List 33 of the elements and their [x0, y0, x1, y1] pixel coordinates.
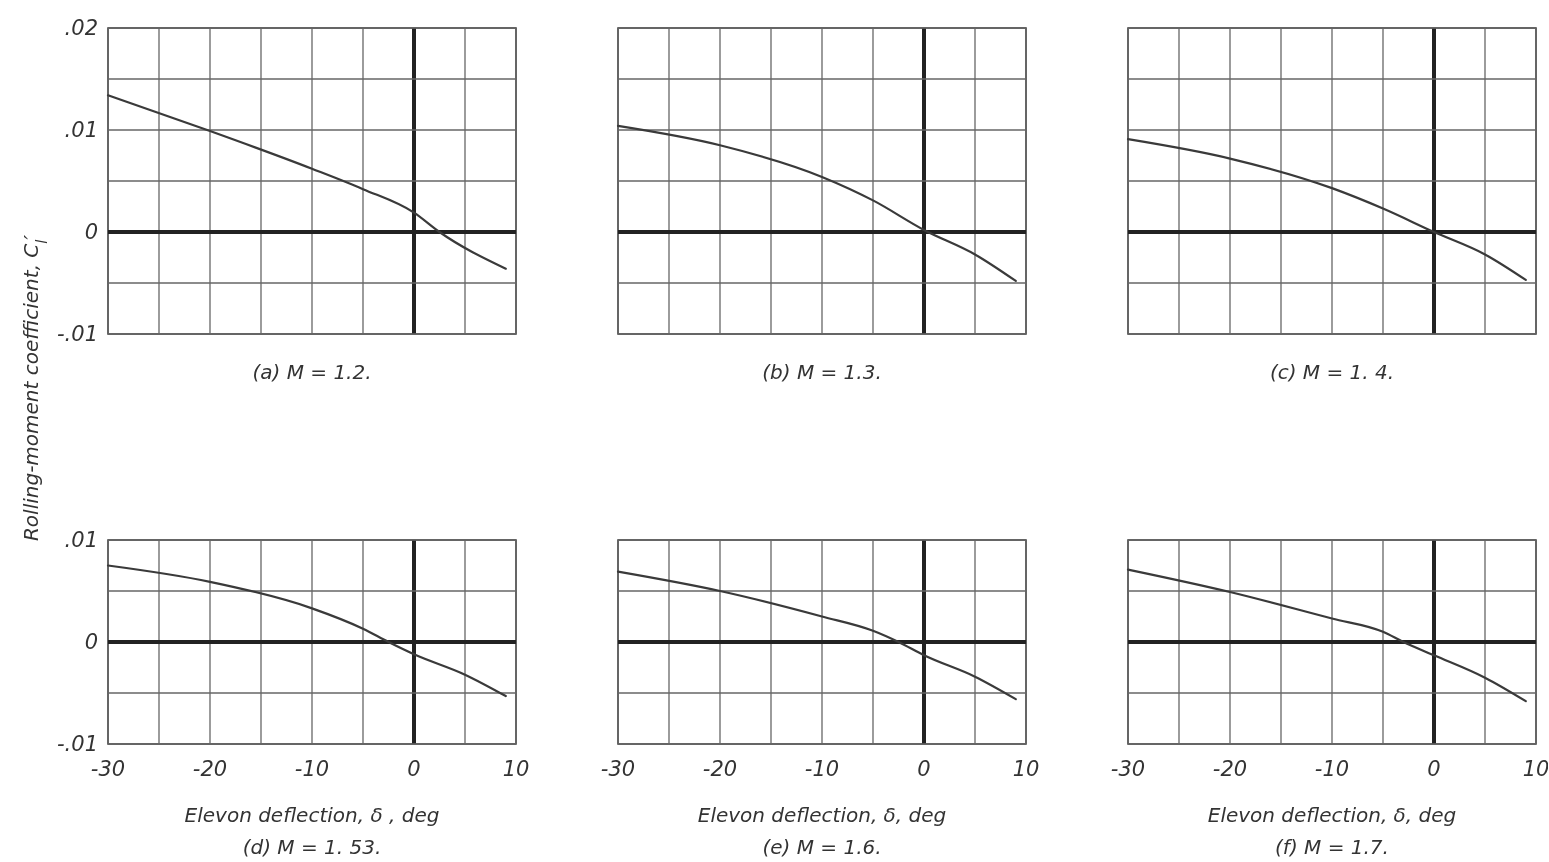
text: (f) M = 1.7. — [1275, 835, 1389, 859]
line-series — [106, 94, 507, 270]
x-tick-label: -20 — [702, 757, 738, 781]
x-axis-title: Elevon deflection, δ, deg — [1207, 803, 1457, 827]
x-tick-label: -30 — [1110, 757, 1146, 781]
x-tick-label: 0 — [1427, 757, 1441, 781]
x-tick-label: 0 — [917, 757, 931, 781]
text: (b) M = 1.3. — [762, 360, 882, 384]
y-tick-label: .02 — [64, 16, 98, 41]
x-tick-label: -10 — [1314, 757, 1350, 781]
x-tick-label: 10 — [1012, 757, 1040, 781]
x-tick-label: 0 — [407, 757, 421, 781]
x-tick-label: -30 — [90, 757, 126, 781]
y-tick-label: 0 — [84, 630, 98, 655]
text: (d) M = 1. 53. — [242, 835, 382, 859]
x-tick-label: 10 — [1522, 757, 1549, 781]
x-tick-label: -20 — [1212, 757, 1248, 781]
text: (a) M = 1.2. — [252, 360, 372, 384]
y-tick-label: -.01 — [57, 322, 98, 347]
x-tick-label: -30 — [600, 757, 636, 781]
x-axis-title: Elevon deflection, δ, deg — [697, 803, 947, 827]
y-tick-label: -.01 — [57, 732, 98, 757]
x-tick-label: -10 — [294, 757, 330, 781]
text: (e) M = 1.6. — [762, 835, 882, 859]
y-tick-label: .01 — [64, 118, 98, 143]
y-tick-label: .01 — [64, 528, 98, 553]
x-axis-title: Elevon deflection, δ , deg — [184, 803, 440, 827]
text: (c) M = 1. 4. — [1269, 360, 1395, 384]
y-tick-label: 0 — [84, 220, 98, 245]
x-tick-label: -20 — [192, 757, 228, 781]
x-tick-label: 10 — [502, 757, 530, 781]
line-series — [106, 564, 507, 698]
x-tick-label: -10 — [804, 757, 840, 781]
